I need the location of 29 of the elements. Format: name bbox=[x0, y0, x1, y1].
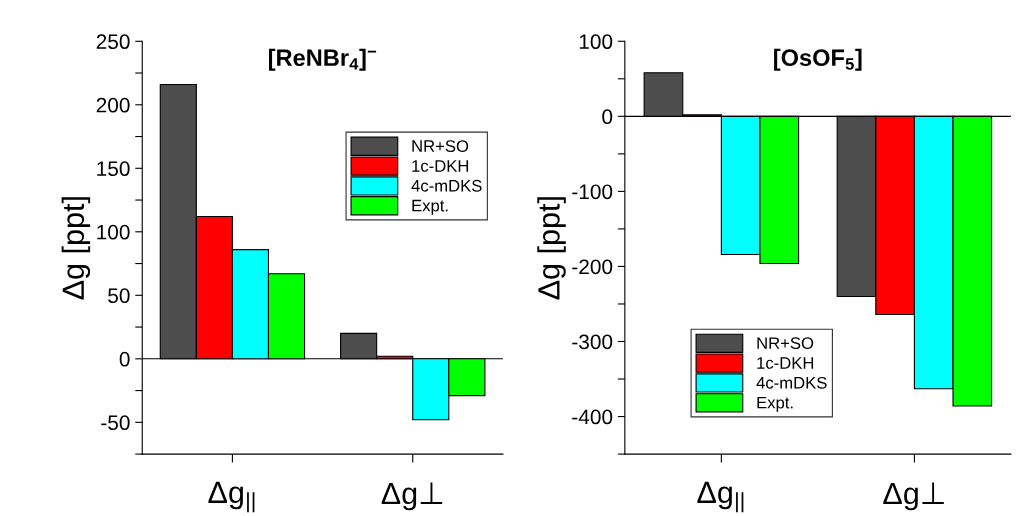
chart-title: [ReNBr$_{4}$]$^{−}$ bbox=[269, 48, 377, 71]
y-tick-label: 0 bbox=[602, 109, 613, 125]
x-tick-label: Δg⊥ bbox=[883, 482, 944, 511]
y-tick-label: -400 bbox=[572, 409, 613, 425]
y-tick-label: -50 bbox=[101, 415, 130, 431]
y-axis-title: Δg [ppt] bbox=[61, 197, 91, 300]
y-tick-label: 100 bbox=[97, 224, 130, 240]
x-tick-label: Δg⊥ bbox=[381, 482, 443, 511]
chart-title: [OsOF$_{5}$] bbox=[774, 48, 862, 71]
y-tick-label: 0 bbox=[119, 351, 130, 367]
legend-label: Expt. bbox=[412, 199, 448, 215]
y-tick-label: 250 bbox=[96, 34, 130, 50]
y-tick-label: -100 bbox=[572, 184, 613, 200]
legend-label: NR+SO bbox=[412, 140, 469, 152]
legend-label: 1c-DKH bbox=[757, 357, 814, 369]
y-tick-label: -200 bbox=[572, 259, 613, 275]
legend-label: Expt. bbox=[757, 396, 793, 412]
y-tick-label: -300 bbox=[572, 334, 613, 350]
legend-label: 4c-mDKS bbox=[411, 179, 482, 192]
y-tick-label: 200 bbox=[96, 97, 130, 113]
legend-label: 4c-mDKS bbox=[756, 376, 827, 389]
x-tick-label: Δg$_{||}$ bbox=[208, 481, 255, 513]
x-tick-label: Δg$_{||}$ bbox=[697, 481, 744, 513]
y-axis-title: Δg [ppt] bbox=[537, 197, 566, 300]
y-tick-label: 100 bbox=[579, 34, 613, 50]
y-tick-label: 50 bbox=[108, 288, 130, 304]
legend-label: 1c-DKH bbox=[412, 160, 469, 172]
legend-label: NR+SO bbox=[757, 337, 814, 350]
y-tick-label: 150 bbox=[97, 161, 130, 177]
